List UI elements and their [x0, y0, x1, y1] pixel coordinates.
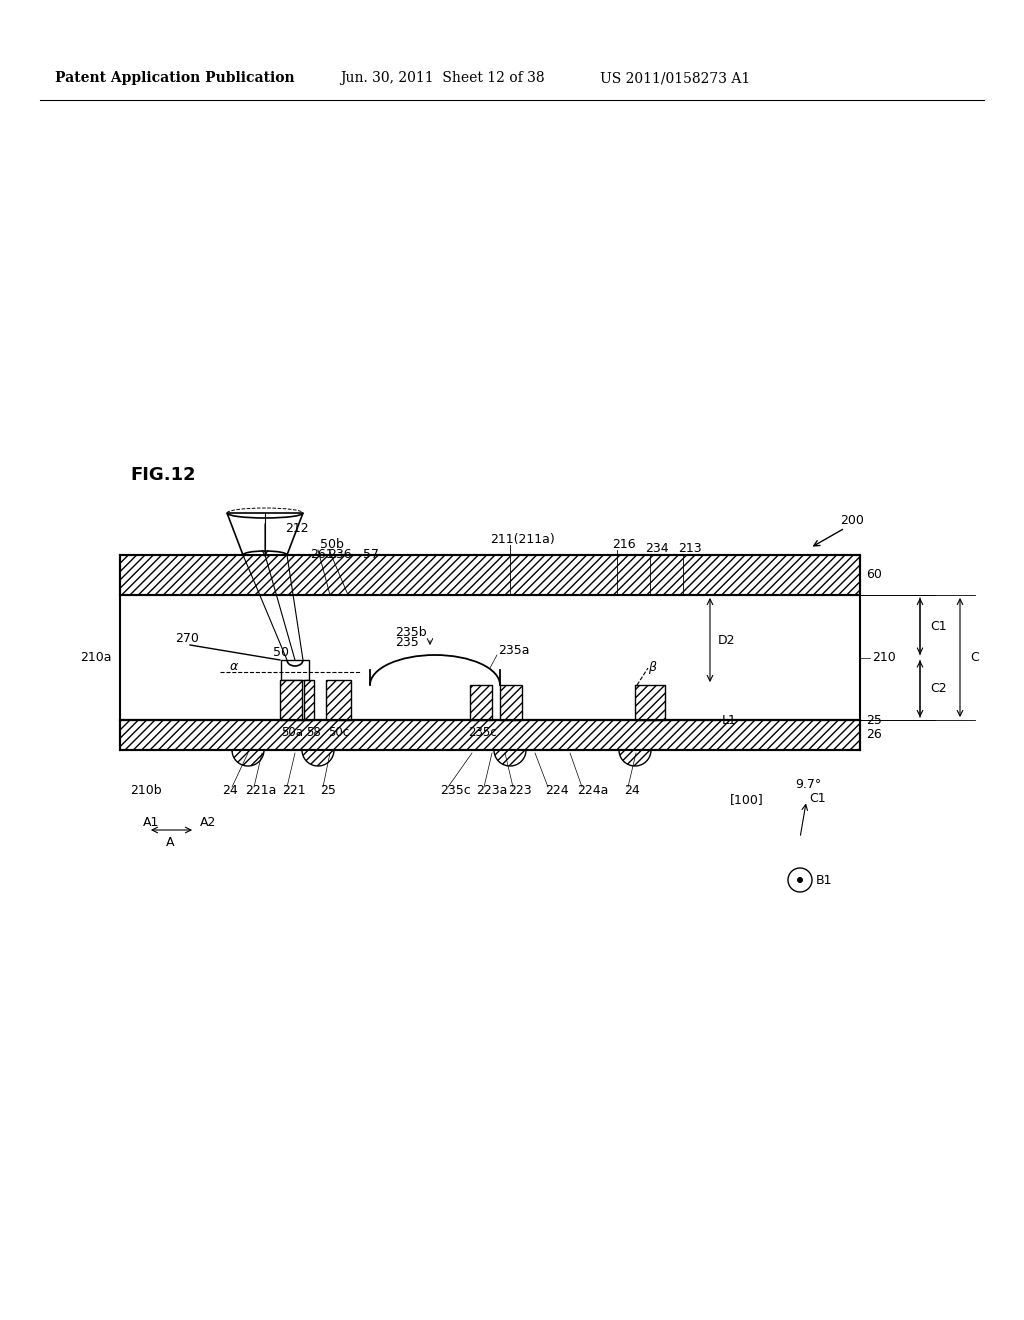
Text: 224: 224 [545, 784, 568, 796]
Text: 210a: 210a [81, 651, 112, 664]
Polygon shape [227, 513, 303, 554]
Polygon shape [232, 750, 264, 766]
Text: 235a: 235a [498, 644, 529, 656]
Bar [120, 554, 860, 595]
Text: 216: 216 [612, 539, 636, 552]
Text: 221: 221 [282, 784, 305, 796]
Bar [280, 680, 302, 719]
Text: [100]: [100] [730, 793, 764, 807]
Text: 236: 236 [328, 548, 351, 561]
Text: 26: 26 [866, 729, 882, 742]
Bar [281, 660, 309, 680]
Text: 50a: 50a [281, 726, 303, 738]
Text: C1: C1 [809, 792, 826, 805]
Text: 234: 234 [645, 543, 669, 556]
Bar [120, 719, 860, 750]
Circle shape [788, 869, 812, 892]
Text: 221a: 221a [245, 784, 276, 796]
Text: 200: 200 [840, 513, 864, 527]
Text: 224a: 224a [577, 784, 608, 796]
Text: 223: 223 [508, 784, 531, 796]
Text: 50b: 50b [319, 539, 344, 552]
Text: 57: 57 [362, 549, 379, 561]
Text: 9.7°: 9.7° [795, 779, 821, 792]
Text: α: α [230, 660, 239, 673]
Text: 50c: 50c [328, 726, 349, 738]
Text: C2: C2 [930, 682, 946, 696]
Text: 24: 24 [624, 784, 640, 796]
Text: A1: A1 [143, 816, 160, 829]
Text: 235b: 235b [395, 627, 427, 639]
Text: 212: 212 [285, 521, 308, 535]
Text: 25: 25 [319, 784, 336, 796]
Text: 235c: 235c [468, 726, 497, 738]
Text: FIG.12: FIG.12 [130, 466, 196, 484]
Text: Patent Application Publication: Patent Application Publication [55, 71, 295, 84]
Bar [326, 680, 351, 719]
Text: C1: C1 [930, 620, 946, 632]
Text: L1: L1 [722, 714, 737, 726]
Bar [635, 685, 665, 719]
Text: US 2011/0158273 A1: US 2011/0158273 A1 [600, 71, 751, 84]
Polygon shape [302, 750, 334, 766]
Polygon shape [494, 750, 526, 766]
Text: 210b: 210b [130, 784, 162, 796]
Text: A2: A2 [200, 816, 216, 829]
Text: D2: D2 [718, 634, 735, 647]
Text: 235c: 235c [440, 784, 471, 796]
Text: 235: 235 [395, 636, 419, 649]
Text: 270: 270 [175, 631, 199, 644]
Text: A: A [166, 836, 174, 849]
Bar [500, 685, 522, 719]
Bar [304, 680, 314, 719]
Text: 50: 50 [273, 645, 289, 659]
Text: β: β [648, 661, 656, 675]
Text: 58: 58 [306, 726, 321, 738]
Text: 213: 213 [678, 543, 701, 556]
Text: 210: 210 [872, 651, 896, 664]
Text: 223a: 223a [476, 784, 507, 796]
Bar [470, 685, 492, 719]
Text: 211(211a): 211(211a) [490, 533, 555, 546]
Text: 24: 24 [222, 784, 238, 796]
Text: B1: B1 [816, 874, 833, 887]
Text: C: C [970, 651, 979, 664]
Text: 25: 25 [866, 714, 882, 726]
Text: 60: 60 [866, 569, 882, 582]
Text: Jun. 30, 2011  Sheet 12 of 38: Jun. 30, 2011 Sheet 12 of 38 [340, 71, 545, 84]
Polygon shape [618, 750, 651, 766]
Text: 261: 261 [310, 548, 334, 561]
Circle shape [797, 876, 803, 883]
